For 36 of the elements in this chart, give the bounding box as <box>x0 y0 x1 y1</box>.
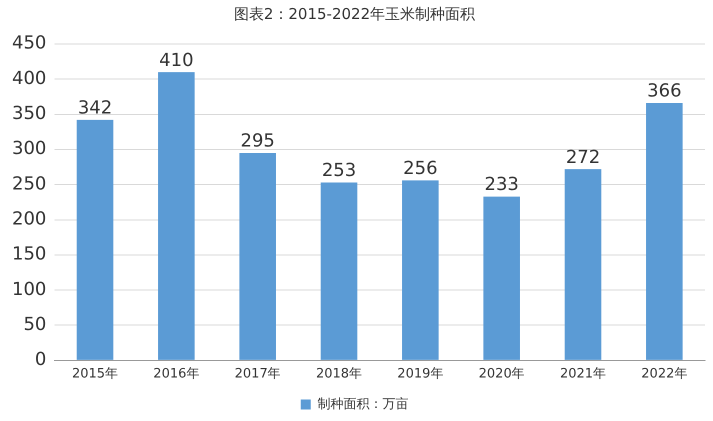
bar <box>564 169 602 360</box>
y-tick-label: 350 <box>12 102 46 124</box>
x-tick-label: 2017年 <box>234 366 281 382</box>
data-label: 256 <box>403 158 438 180</box>
data-label: 410 <box>159 50 194 71</box>
bar <box>483 196 520 360</box>
x-tick-label: 2018年 <box>316 366 362 382</box>
data-label: 295 <box>240 130 275 152</box>
y-tick-label: 400 <box>12 68 46 89</box>
x-tick-label: 2016年 <box>153 366 200 382</box>
bar <box>402 180 439 360</box>
data-label: 272 <box>566 146 600 168</box>
data-label: 342 <box>78 98 112 119</box>
bar <box>158 72 195 360</box>
x-tick-label: 2019年 <box>397 366 444 382</box>
y-tick-label: 100 <box>12 278 46 300</box>
bar <box>646 103 683 360</box>
bar <box>76 120 114 360</box>
y-tick-label: 0 <box>34 349 46 370</box>
x-tick-label: 2022年 <box>641 366 688 382</box>
y-tick-label: 150 <box>12 244 46 265</box>
legend-label: 制种面积：万亩 <box>317 396 408 412</box>
chart-title: 图表2：2015-2022年玉米制种面积 <box>234 4 476 23</box>
data-label: 366 <box>647 80 682 102</box>
data-label: 233 <box>484 174 519 196</box>
y-tick-label: 50 <box>23 314 46 335</box>
bar <box>239 152 276 360</box>
y-tick-label: 450 <box>12 32 46 54</box>
x-tick-label: 2021年 <box>560 366 606 382</box>
x-tick-label: 2020年 <box>478 366 525 382</box>
y-tick-label: 300 <box>12 138 46 160</box>
y-tick-label: 200 <box>12 208 46 230</box>
bar <box>320 182 358 360</box>
data-label: 253 <box>322 160 356 182</box>
y-tick-label: 250 <box>12 173 46 194</box>
x-tick-label: 2015年 <box>72 366 118 382</box>
